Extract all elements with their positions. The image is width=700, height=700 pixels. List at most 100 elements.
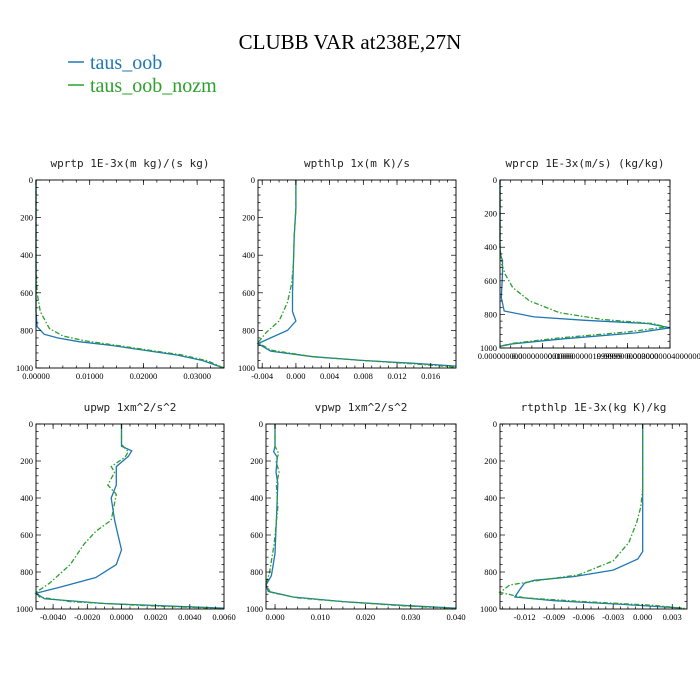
x-tick-label: 0.012 [387, 371, 406, 381]
panel-4: upwp 1xm^2/s^2 0 200 400 600 800 1000 -0.0040 -0… [16, 401, 236, 622]
panel-title: upwp 1xm^2/s^2 [84, 401, 177, 414]
x-tick-label: -0.0020 [74, 612, 100, 622]
x-tick-label: 0.0060 [212, 612, 235, 622]
series-line-1 [265, 424, 457, 609]
x-tick-label: 0.02000 [130, 371, 158, 381]
y-tick-label: 400 [242, 250, 255, 260]
x-tick-label: 0.0000 [110, 612, 133, 622]
panels: wprtp 1E-3x(m kg)/(s kg) 0 200 400 600 800 100… [16, 157, 700, 622]
x-tick-label: 0.01000 [76, 371, 104, 381]
panel-title: rtpthlp 1E-3x(kg K)/kg [521, 401, 667, 414]
x-tick-label: -0.006 [573, 612, 595, 622]
y-tick-label: 800 [20, 325, 33, 335]
axes-frame [257, 179, 457, 369]
x-tick-label: -0.009 [543, 612, 565, 622]
y-tick-label: 200 [20, 213, 33, 223]
y-tick-label: 800 [250, 567, 263, 577]
x-tick-label: -0.004 [251, 371, 274, 381]
x-tick-label: -0.003 [602, 612, 624, 622]
x-tick-label: 0.0020 [144, 612, 167, 622]
x-tick-label: 0.010 [311, 612, 330, 622]
x-tick-label: 0.003 [663, 612, 682, 622]
y-tick-label: 400 [250, 493, 263, 503]
x-tick-label: 0.0000000001999999 [548, 351, 622, 361]
series-line-2 [35, 180, 225, 369]
y-tick-label: 0 [29, 175, 33, 185]
legend-entry-1: taus_oob [68, 52, 162, 74]
y-tick-label: 400 [20, 493, 33, 503]
y-tick-label: 1000 [16, 604, 33, 614]
y-tick-label: 200 [250, 456, 263, 466]
x-tick-label: 0.00000 [22, 371, 50, 381]
x-tick-label: 0.0040 [178, 612, 201, 622]
y-tick-label: 1000 [480, 604, 497, 614]
y-tick-label: 1000 [246, 604, 263, 614]
legend-entry-2: taus_oob_nozm [68, 75, 217, 97]
panel-2: wpthlp 1x(m K)/s 0 200 400 600 800 1000-0.004 0… [238, 157, 457, 381]
y-tick-label: 0 [259, 419, 263, 429]
y-tick-label: 600 [20, 530, 33, 540]
series-line-2 [499, 180, 666, 347]
y-tick-label: 600 [242, 288, 255, 298]
y-tick-label: 400 [484, 242, 497, 252]
series-line-1 [256, 180, 457, 367]
x-tick-label: 0.030 [401, 612, 420, 622]
y-tick-label: 600 [484, 276, 497, 286]
x-tick-label: 0.0000000001000 [512, 351, 574, 361]
series-line-1 [35, 180, 225, 369]
legend-label-1: taus_oob [90, 52, 162, 74]
y-tick-label: 0 [251, 175, 255, 185]
panel-title: wprcp 1E-3x(m/s) (kg/kg) [506, 157, 665, 170]
x-tick-label: 0.000 [633, 612, 652, 622]
series-line-1 [499, 180, 671, 347]
panel-title: vpwp 1xm^2/s^2 [315, 401, 408, 414]
panel-6: rtpthlp 1E-3x(kg K)/kg 0 200 400 600 800 1000 -… [480, 401, 688, 622]
y-tick-label: 1000 [16, 363, 33, 373]
panel-title: wprtp 1E-3x(m kg)/(s kg) [51, 157, 210, 170]
x-tick-label: -0.012 [514, 612, 536, 622]
x-tick-label: 0.000000000 [478, 351, 523, 361]
x-tick-label: 0.016 [421, 371, 440, 381]
series-line-2 [265, 424, 457, 610]
series-line-2 [257, 180, 457, 368]
legend-label-2: taus_oob_nozm [90, 75, 217, 97]
y-tick-label: 0 [493, 175, 497, 185]
y-tick-label: 1000 [238, 363, 255, 373]
y-tick-label: 600 [20, 288, 33, 298]
y-tick-label: 200 [20, 456, 33, 466]
y-tick-label: 0 [29, 419, 33, 429]
panel-1: wprtp 1E-3x(m kg)/(s kg) 0 200 400 600 800 100… [16, 157, 225, 381]
y-tick-label: 800 [20, 567, 33, 577]
x-tick-label: 0.040 [446, 612, 465, 622]
x-tick-label: -0.0040 [40, 612, 66, 622]
x-tick-label: 0.004 [320, 371, 340, 381]
panel-3: wprcp 1E-3x(m/s) (kg/kg) 0 200 400 600 800 100… [478, 157, 700, 361]
axes-frame [265, 423, 457, 610]
y-tick-label: 800 [484, 567, 497, 577]
x-tick-label: 0.0000000004000000200 [626, 351, 700, 361]
y-tick-label: 800 [242, 325, 255, 335]
x-tick-label: 0.000 [265, 612, 284, 622]
y-tick-label: 1000 [480, 343, 497, 353]
y-tick-label: 800 [484, 309, 497, 319]
y-tick-label: 400 [20, 250, 33, 260]
panel-title: wpthlp 1x(m K)/s [304, 157, 410, 170]
y-tick-label: 200 [484, 209, 497, 219]
x-tick-label: 0.03000 [183, 371, 211, 381]
axes-frame [499, 423, 688, 610]
axes-frame [35, 179, 225, 369]
y-tick-label: 400 [484, 493, 497, 503]
y-tick-label: 600 [250, 530, 263, 540]
axes-frame [35, 423, 225, 610]
y-tick-label: 200 [484, 456, 497, 466]
series-line-2 [35, 424, 225, 610]
y-tick-label: 600 [484, 530, 497, 540]
legend: taus_oob taus_oob_nozm [68, 52, 217, 97]
x-tick-label: 0.008 [354, 371, 373, 381]
series-line-2 [498, 424, 688, 610]
x-tick-label: 0.0000000003000 [597, 351, 659, 361]
y-tick-label: 0 [493, 419, 497, 429]
x-tick-label: 0.000 [286, 371, 305, 381]
